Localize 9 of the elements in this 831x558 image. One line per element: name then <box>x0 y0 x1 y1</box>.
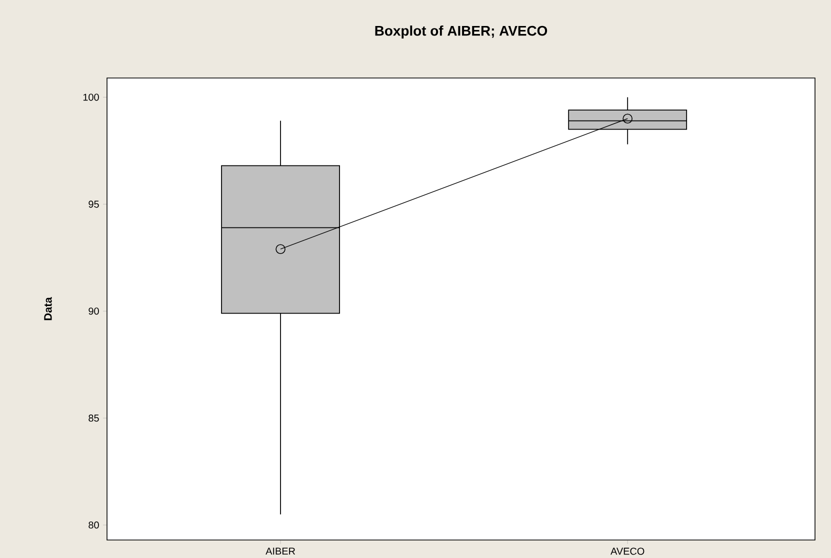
x-tick-label: AIBER <box>266 548 296 555</box>
x-tick-label: AVECO <box>610 548 644 555</box>
y-tick-label: 85 <box>88 414 99 422</box>
y-axis-title: Data <box>44 297 52 320</box>
y-tick-label: 80 <box>88 521 99 529</box>
chart-title: Boxplot of AIBER; AVECO <box>375 25 548 38</box>
y-tick-label: 95 <box>88 200 99 208</box>
y-tick-label: 100 <box>83 94 99 101</box>
y-tick-label: 90 <box>88 308 99 315</box>
